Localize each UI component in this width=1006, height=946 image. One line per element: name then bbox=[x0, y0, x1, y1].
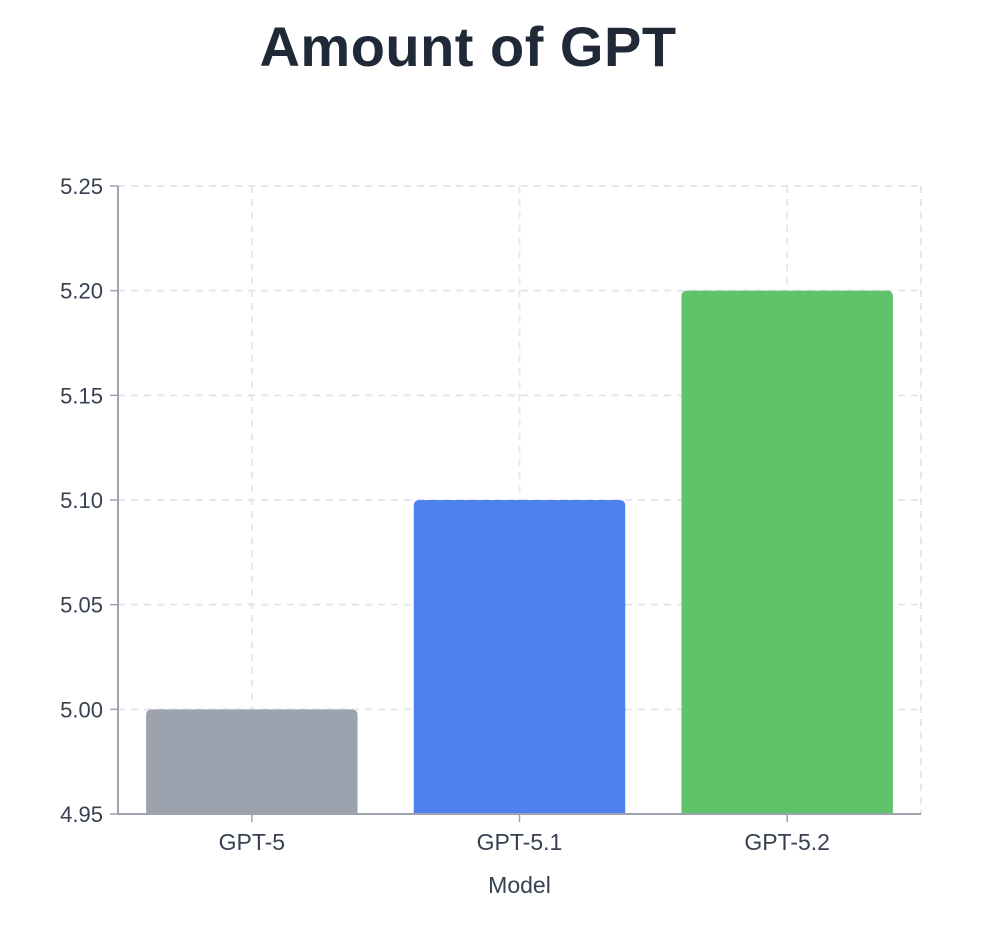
y-tick-label: 5.05 bbox=[60, 593, 103, 618]
y-tick-label: 5.10 bbox=[60, 488, 103, 513]
bar-gpt-5-2[interactable] bbox=[681, 290, 893, 815]
x-tick-label: GPT-5 bbox=[219, 829, 285, 855]
x-axis-title: Model bbox=[488, 872, 551, 898]
y-tick-label: 5.20 bbox=[60, 279, 103, 304]
axes bbox=[110, 185, 921, 822]
y-tick-label: 5.00 bbox=[60, 697, 103, 722]
chart-title: Amount of GPT bbox=[259, 15, 677, 78]
bar-series bbox=[146, 290, 893, 815]
y-tick-label: 4.95 bbox=[60, 802, 103, 827]
x-tick-label: GPT-5.2 bbox=[744, 829, 830, 855]
y-tick-label: 5.15 bbox=[60, 383, 103, 408]
y-tick-label: 5.25 bbox=[60, 174, 103, 199]
x-tick-label: GPT-5.1 bbox=[477, 829, 563, 855]
tick-labels: 4.95 5.00 5.05 5.10 5.15 5.20 5.25 GPT-5 GPT-5.1… bbox=[60, 174, 830, 855]
bar-gpt-5-1[interactable] bbox=[413, 500, 626, 814]
bar-gpt-5[interactable] bbox=[146, 709, 358, 814]
